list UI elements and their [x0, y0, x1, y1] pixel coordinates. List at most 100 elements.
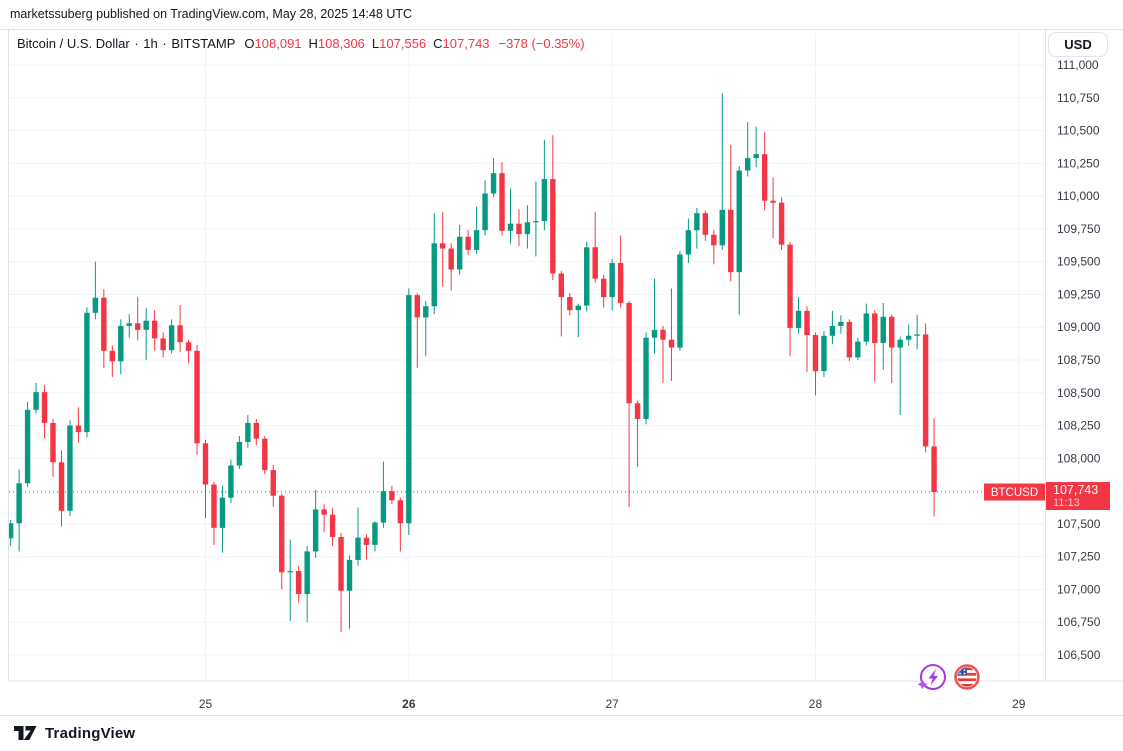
candle [550, 135, 556, 281]
candle-body [380, 491, 387, 523]
price-axis-label: 109,250 [1057, 287, 1101, 301]
candle [668, 288, 675, 381]
candle-body [84, 312, 90, 433]
candle-body [490, 173, 497, 194]
candle [338, 533, 344, 633]
candle-body [75, 425, 82, 433]
symbol-legend[interactable]: Bitcoin / U.S. Dollar · 1h · BITSTAMP O10… [17, 36, 585, 51]
candle [202, 439, 209, 518]
candle [423, 301, 429, 357]
candle [728, 144, 734, 282]
candle [67, 420, 73, 517]
candle [795, 297, 802, 334]
flash-badge[interactable] [917, 664, 946, 690]
candle [16, 469, 22, 552]
candle-body [346, 559, 353, 591]
tradingview-logo-icon[interactable] [14, 726, 37, 741]
tradingview-logo-text[interactable]: TradingView [45, 725, 136, 742]
price-axis-label: 108,000 [1057, 451, 1101, 465]
candle-body [126, 323, 132, 326]
candle [592, 211, 598, 283]
candle-body [863, 313, 870, 342]
candle-body [118, 325, 124, 362]
candle [363, 534, 370, 560]
candle-body [507, 223, 514, 231]
candle-body [440, 243, 446, 249]
candle [872, 310, 878, 382]
candle [406, 288, 412, 536]
price-axis-label: 108,250 [1057, 419, 1101, 433]
candle [431, 213, 437, 315]
candle-body [279, 495, 285, 573]
price-axis-label: 110,250 [1057, 156, 1100, 170]
candle [889, 314, 895, 383]
candle [558, 270, 565, 337]
lightning-bolt-icon [928, 669, 938, 686]
candle-body [372, 522, 378, 545]
candle-body [795, 310, 802, 328]
candle-body [219, 497, 226, 528]
candle [838, 315, 844, 334]
candle [685, 218, 692, 263]
candle-body [414, 295, 420, 318]
candle [829, 310, 836, 345]
candle-body [499, 173, 505, 231]
candle [389, 485, 395, 505]
candle [126, 314, 132, 338]
candle-body [761, 154, 768, 201]
candle [787, 242, 793, 357]
candle [660, 325, 666, 383]
candlestick-chart[interactable]: 111,000 110,750 110,500 110,250 110,000 109,7… [0, 30, 1123, 716]
candle-body [770, 200, 776, 203]
candle-body [541, 179, 548, 222]
candle [473, 206, 480, 254]
candle [270, 464, 276, 507]
candle [414, 293, 420, 368]
candle [736, 165, 742, 315]
candle [702, 210, 709, 241]
flag-stripes [957, 667, 977, 687]
candle [897, 336, 903, 416]
candle [465, 230, 471, 256]
candle [295, 565, 302, 603]
candle [58, 450, 65, 527]
candle-body [304, 551, 310, 595]
candle-body [812, 335, 819, 372]
candle [194, 344, 200, 456]
candle-body [668, 339, 675, 348]
price-axis-label: 107,000 [1057, 582, 1101, 596]
candle [609, 259, 615, 311]
candle-body [609, 262, 615, 298]
symbol-title: Bitcoin / U.S. Dollar · 1h · BITSTAMP [17, 36, 236, 51]
candle-body [677, 254, 683, 348]
candle [118, 319, 124, 375]
candle [380, 461, 387, 528]
candle [499, 162, 505, 236]
candle-body [253, 422, 260, 439]
price-axis-label: 107,500 [1057, 517, 1101, 531]
candle [440, 211, 446, 287]
candle-body [456, 236, 463, 270]
candle [711, 230, 717, 265]
us-flag-badge[interactable] [954, 664, 980, 690]
candle-body [151, 320, 158, 339]
flag-star [959, 672, 961, 675]
candle [304, 546, 310, 623]
candle-body [194, 350, 200, 444]
candle-body [41, 392, 48, 423]
price-axis-label: 110,500 [1057, 124, 1100, 138]
candle-body [821, 335, 827, 372]
candle [84, 307, 90, 438]
candle-body [651, 329, 658, 338]
price-axis-label: 110,750 [1057, 91, 1100, 105]
currency-toggle-button[interactable]: USD [1048, 32, 1108, 57]
candle-body [694, 213, 700, 231]
candle [279, 493, 285, 590]
candle-body [363, 537, 370, 545]
candle [643, 332, 649, 425]
candle [922, 323, 929, 453]
price-axis[interactable]: 111,000 110,750 110,500 110,250 110,000 109,7… [1057, 58, 1101, 662]
price-axis-label: 108,500 [1057, 386, 1101, 400]
time-axis[interactable]: 25 26 27 28 29 [199, 697, 1026, 711]
candle-body [406, 295, 412, 524]
